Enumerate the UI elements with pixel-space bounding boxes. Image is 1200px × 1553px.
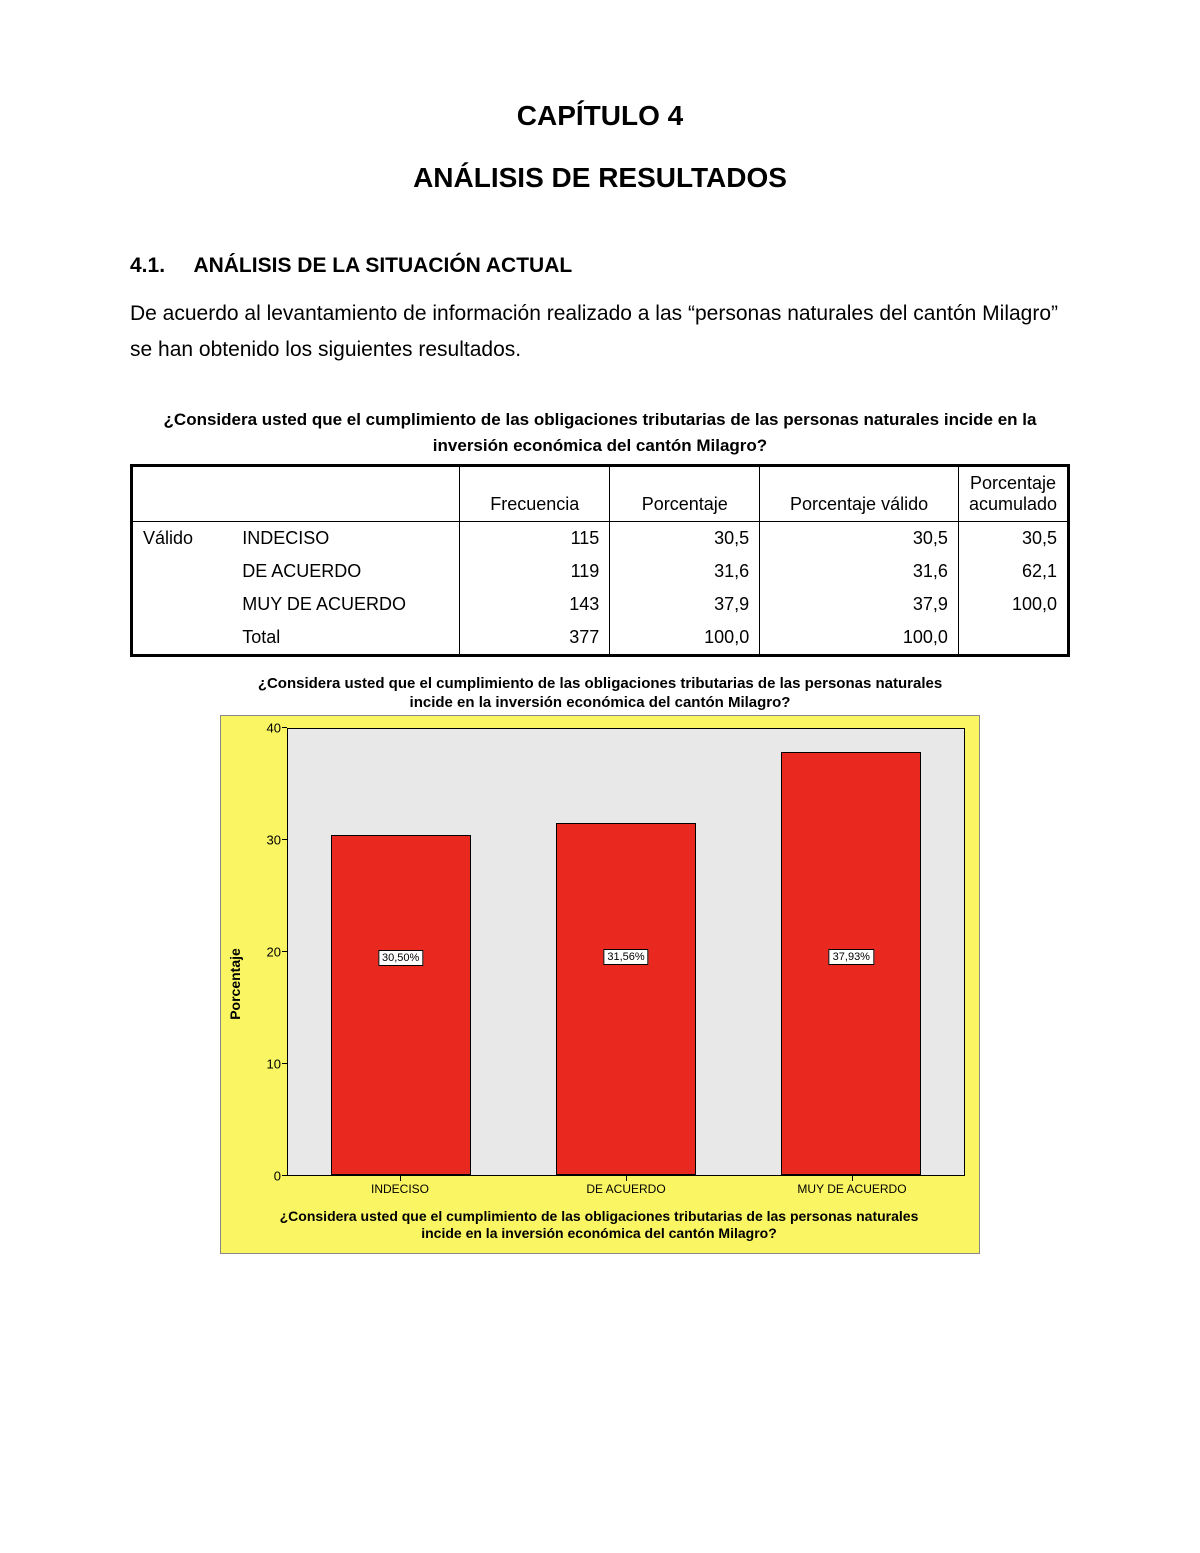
bar-value-label: 31,56% <box>603 949 648 965</box>
cell-freq: 377 <box>460 621 610 656</box>
cell-freq: 119 <box>460 555 610 588</box>
table-header-blank2 <box>232 466 460 522</box>
chapter-title: CAPÍTULO 4 <box>130 100 1070 132</box>
document-page: CAPÍTULO 4 ANÁLISIS DE RESULTADOS 4.1. A… <box>0 0 1200 1553</box>
bar-value-label: 37,93% <box>829 949 874 965</box>
row-label: DE ACUERDO <box>232 555 460 588</box>
table-header-freq: Frecuencia <box>460 466 610 522</box>
cell-freq: 115 <box>460 522 610 556</box>
table-header-pctcum: Porcentaje acumulado <box>958 466 1068 522</box>
xtick-mark <box>626 1176 627 1181</box>
table-header-row: Frecuencia Porcentaje Porcentaje válido … <box>132 466 1069 522</box>
table-header-blank1 <box>132 466 233 522</box>
chart-outer: Porcentaje 0 10 20 30 40 30,50% 31,56% 37,93% … <box>220 715 980 1254</box>
bar-value-label: 30,50% <box>378 950 423 966</box>
section-number: 4.1. <box>130 254 165 277</box>
xtick-mark <box>852 1176 853 1181</box>
chart-title-top: ¿Considera usted que el cumplimiento de … <box>220 675 980 713</box>
ytick-label: 40 <box>267 720 281 735</box>
row-label: Total <box>232 621 460 656</box>
row-label: MUY DE ACUERDO <box>232 588 460 621</box>
ylabel-column: Porcentaje <box>221 716 249 1253</box>
cell-pct: 31,6 <box>610 555 760 588</box>
cell-pctvalid: 31,6 <box>760 555 959 588</box>
table-row: Válido INDECISO 115 30,5 30,5 30,5 <box>132 522 1069 556</box>
group-label: Válido <box>132 522 233 656</box>
cell-pct: 100,0 <box>610 621 760 656</box>
cell-pct: 30,5 <box>610 522 760 556</box>
xtick-label: INDECISO <box>371 1182 429 1196</box>
row-label: INDECISO <box>232 522 460 556</box>
xtick-label: DE ACUERDO <box>586 1182 665 1196</box>
cell-pctvalid: 100,0 <box>760 621 959 656</box>
chart-main: 0 10 20 30 40 30,50% 31,56% 37,93% INDECISO DE … <box>249 716 979 1253</box>
cell-pctcum: 30,5 <box>958 522 1068 556</box>
xtick-label: MUY DE ACUERDO <box>797 1182 906 1196</box>
table-row: MUY DE ACUERDO 143 37,9 37,9 100,0 <box>132 588 1069 621</box>
section-body: De acuerdo al levantamiento de informaci… <box>130 296 1070 367</box>
table-header-pctvalid: Porcentaje válido <box>760 466 959 522</box>
ytick-column: 010203040 <box>249 716 287 1176</box>
section-title: ANÁLISIS DE LA SITUACIÓN ACTUAL <box>193 254 572 277</box>
table-caption: ¿Considera usted que el cumplimiento de … <box>130 407 1070 458</box>
ytick-label: 30 <box>267 832 281 847</box>
xaxis-spacer <box>249 1176 287 1204</box>
bar-chart: ¿Considera usted que el cumplimiento de … <box>220 675 980 1254</box>
cell-pctcum: 100,0 <box>958 588 1068 621</box>
ytick-label: 0 <box>274 1168 281 1183</box>
cell-pctcum: 62,1 <box>958 555 1068 588</box>
bar: 30,50% <box>331 835 471 1175</box>
cell-pctvalid: 30,5 <box>760 522 959 556</box>
cell-freq: 143 <box>460 588 610 621</box>
cell-pct: 37,9 <box>610 588 760 621</box>
section-heading: 4.1. ANÁLISIS DE LA SITUACIÓN ACTUAL <box>130 254 1070 278</box>
xaxis-area: INDECISO DE ACUERDO MUY DE ACUERDO <box>287 1176 965 1204</box>
chapter-subtitle: ANÁLISIS DE RESULTADOS <box>130 162 1070 194</box>
ytick-label: 10 <box>267 1056 281 1071</box>
table-row: DE ACUERDO 119 31,6 31,6 62,1 <box>132 555 1069 588</box>
frequency-table: Frecuencia Porcentaje Porcentaje válido … <box>130 464 1070 657</box>
table-row: Total 377 100,0 100,0 <box>132 621 1069 656</box>
plot-area: 30,50% 31,56% 37,93% <box>287 728 965 1176</box>
ytick-label: 20 <box>267 944 281 959</box>
cell-pctcum <box>958 621 1068 656</box>
ylabel: Porcentaje <box>227 949 243 1021</box>
xaxis-row: INDECISO DE ACUERDO MUY DE ACUERDO <box>249 1176 979 1204</box>
xtick-mark <box>400 1176 401 1181</box>
chart-title-bottom: ¿Considera usted que el cumplimiento de … <box>249 1204 979 1253</box>
bar: 37,93% <box>781 752 921 1175</box>
table-header-pct: Porcentaje <box>610 466 760 522</box>
bar: 31,56% <box>556 823 696 1175</box>
cell-pctvalid: 37,9 <box>760 588 959 621</box>
plot-row: 010203040 30,50%31,56%37,93% <box>249 716 979 1176</box>
